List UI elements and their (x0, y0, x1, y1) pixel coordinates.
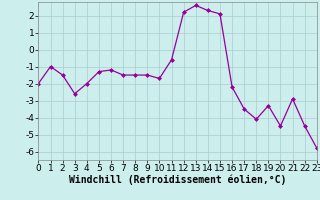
X-axis label: Windchill (Refroidissement éolien,°C): Windchill (Refroidissement éolien,°C) (69, 175, 286, 185)
